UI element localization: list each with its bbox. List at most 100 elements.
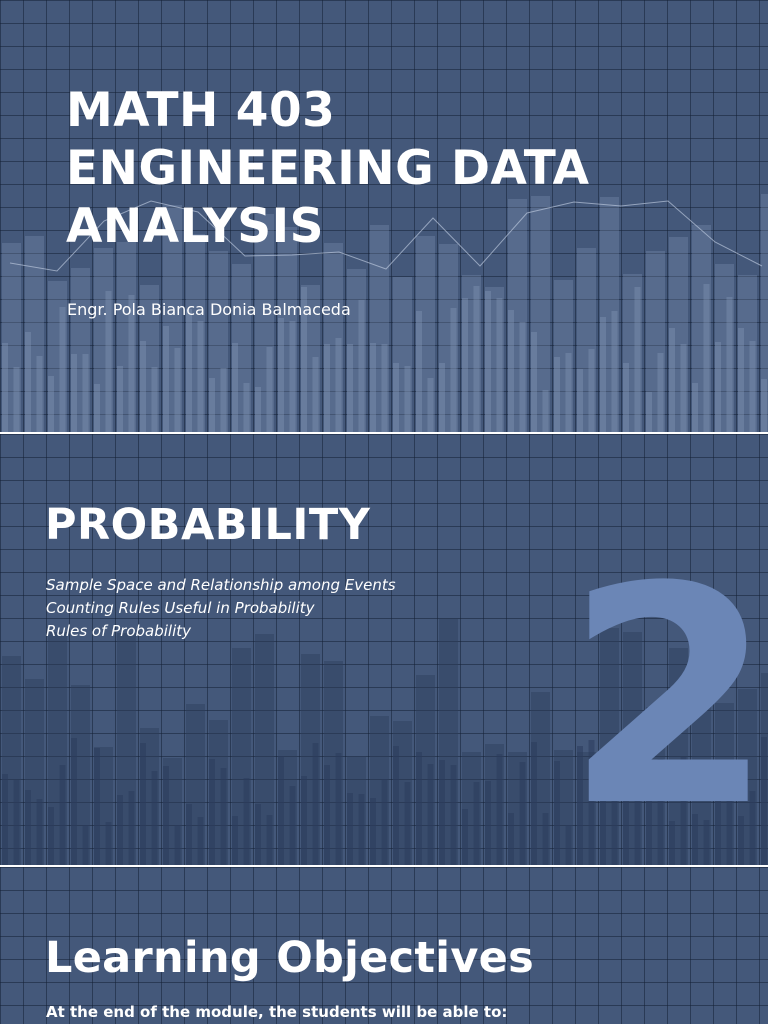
decorative-bar [59, 765, 66, 865]
decorative-bar [2, 343, 8, 432]
decorative-bar [163, 766, 169, 865]
decorative-bar [427, 764, 434, 865]
decorative-bar [358, 300, 365, 432]
decorative-bar [439, 363, 445, 432]
decorative-bar [36, 799, 43, 865]
decorative-bar [232, 816, 238, 865]
decorative-bar [71, 354, 77, 432]
decorative-bar [462, 298, 468, 432]
decorative-bar [335, 753, 342, 865]
decorative-bar [439, 760, 445, 865]
objectives-slide [0, 867, 768, 1024]
decorative-bar [508, 813, 514, 865]
decorative-bar [692, 383, 698, 432]
decorative-bar [186, 234, 205, 432]
decorative-bar [278, 318, 284, 432]
decorative-bar [623, 752, 629, 865]
decorative-bar [623, 274, 642, 432]
decorative-bar [761, 194, 768, 432]
decorative-bar [94, 748, 100, 865]
decorative-bar [738, 816, 744, 865]
decorative-bar [48, 376, 54, 432]
decorative-bar [692, 814, 698, 865]
decorative-bar [197, 321, 204, 432]
decorative-bar [565, 353, 572, 432]
decorative-bar [94, 384, 100, 432]
decorative-bar [393, 277, 412, 432]
decorative-bar [634, 287, 641, 432]
decorative-bar [715, 342, 721, 432]
decorative-bar [485, 781, 491, 865]
decorative-bar [646, 801, 652, 865]
decorative-bar [312, 743, 319, 865]
decorative-bar [531, 742, 537, 865]
decorative-bar [485, 287, 504, 432]
course-title-line-1: MATH 403 [66, 83, 336, 138]
decorative-bar [13, 367, 20, 432]
decorative-bar [82, 354, 89, 432]
decorative-bar [623, 363, 629, 432]
decorative-bar [473, 286, 480, 432]
decorative-bar [588, 740, 595, 865]
decorative-bar [370, 798, 376, 865]
decorative-bar [370, 343, 376, 432]
decorative-bar [13, 780, 20, 865]
decorative-bar [646, 251, 665, 432]
decorative-bar [2, 243, 21, 432]
decorative-bar [278, 756, 284, 865]
decorative-bar [301, 285, 320, 432]
decorative-bar [703, 820, 710, 865]
decorative-bar [531, 196, 550, 432]
decorative-bar [128, 295, 135, 432]
decorative-bar [680, 757, 687, 865]
decorative-bar [577, 248, 596, 432]
decorative-bar [485, 291, 491, 432]
decorative-bar [117, 242, 136, 432]
decorative-bar [151, 367, 158, 432]
decorative-bar [381, 344, 388, 432]
decorative-bar [255, 214, 274, 432]
decorative-bar [657, 759, 664, 865]
decorative-bar [542, 390, 549, 432]
decorative-bar [324, 344, 330, 432]
decorative-bar [416, 311, 422, 432]
decorative-bar [266, 815, 273, 865]
decorative-bar [600, 786, 606, 865]
decorative-bar [289, 321, 296, 432]
decorative-bar [232, 264, 251, 432]
decorative-bar [128, 791, 135, 865]
decorative-bar [715, 766, 721, 865]
decorative-bar [36, 356, 43, 432]
decorative-bar [462, 809, 468, 865]
decorative-bar [450, 308, 457, 432]
decorative-bar [761, 737, 767, 865]
decorative-bar [82, 825, 89, 865]
decorative-bar [59, 307, 66, 432]
decorative-bar [611, 755, 618, 865]
decorative-bar [289, 786, 296, 865]
decorative-bar [669, 237, 688, 432]
decorative-bar [2, 774, 8, 865]
decorative-bar [220, 368, 227, 432]
decorative-bar [324, 243, 343, 432]
decorative-bar [324, 765, 330, 865]
slide-divider [0, 865, 768, 867]
decorative-bar [105, 822, 112, 865]
decorative-bar [174, 825, 181, 865]
decorative-bar [370, 225, 389, 432]
decorative-bar [301, 776, 307, 865]
decorative-bar [140, 285, 159, 432]
decorative-bar [531, 332, 537, 432]
bar-chart-decoration [2, 194, 768, 432]
decorative-bar [634, 767, 641, 865]
decorative-bar [209, 759, 215, 865]
decorative-bar [565, 825, 572, 865]
decorative-bar [577, 369, 583, 432]
decorative-bar [301, 287, 307, 432]
slide-divider [0, 432, 768, 434]
decorative-bar [749, 341, 756, 432]
objectives-title: Learning Objectives [45, 933, 535, 983]
topic-list: Sample Space and Relationship among Even… [46, 574, 396, 643]
decorative-bar [692, 225, 711, 432]
decorative-bar [657, 353, 664, 432]
